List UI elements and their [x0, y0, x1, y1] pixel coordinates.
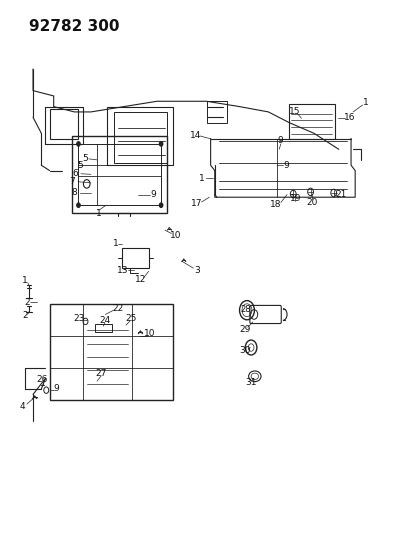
Circle shape [77, 203, 80, 207]
Text: 28: 28 [240, 305, 251, 314]
Text: 29: 29 [240, 325, 251, 334]
Text: 18: 18 [270, 200, 282, 208]
Text: 25: 25 [126, 314, 137, 322]
Text: 3: 3 [195, 266, 200, 275]
Text: 1: 1 [363, 98, 369, 107]
Text: 20: 20 [306, 198, 318, 206]
Text: 1: 1 [199, 174, 204, 182]
Text: 24: 24 [99, 316, 111, 325]
Text: 92782 300: 92782 300 [29, 19, 119, 34]
Text: 10: 10 [144, 329, 155, 338]
Text: 4: 4 [20, 402, 26, 410]
Text: 16: 16 [344, 114, 356, 122]
Circle shape [159, 142, 163, 146]
Text: 12: 12 [135, 275, 146, 284]
Text: 1: 1 [22, 277, 28, 285]
Text: 1: 1 [96, 209, 102, 217]
Text: 17: 17 [191, 199, 202, 208]
Text: 9: 9 [283, 161, 289, 169]
Text: 31: 31 [245, 378, 256, 387]
Text: 19: 19 [290, 194, 301, 203]
Text: 27: 27 [95, 369, 107, 377]
Circle shape [77, 142, 80, 146]
Circle shape [159, 203, 163, 207]
Text: 8: 8 [71, 189, 77, 197]
Text: 23: 23 [74, 314, 85, 322]
Text: 9: 9 [277, 136, 283, 145]
Text: 5: 5 [82, 155, 88, 163]
Text: 9: 9 [151, 190, 157, 199]
Text: 2: 2 [24, 298, 30, 306]
Text: 9: 9 [53, 384, 59, 392]
Text: 5: 5 [78, 161, 83, 169]
Text: 21: 21 [335, 190, 347, 198]
Text: 14: 14 [190, 132, 202, 140]
Text: 2: 2 [22, 311, 28, 320]
Text: 26: 26 [37, 375, 48, 384]
Text: 7: 7 [69, 177, 75, 186]
Text: 15: 15 [289, 108, 300, 116]
Text: 1: 1 [113, 239, 119, 248]
Text: 10: 10 [170, 231, 181, 240]
Text: 6: 6 [72, 169, 78, 178]
Text: 30: 30 [240, 346, 251, 354]
Text: 22: 22 [112, 304, 123, 313]
Text: 13: 13 [117, 266, 129, 274]
